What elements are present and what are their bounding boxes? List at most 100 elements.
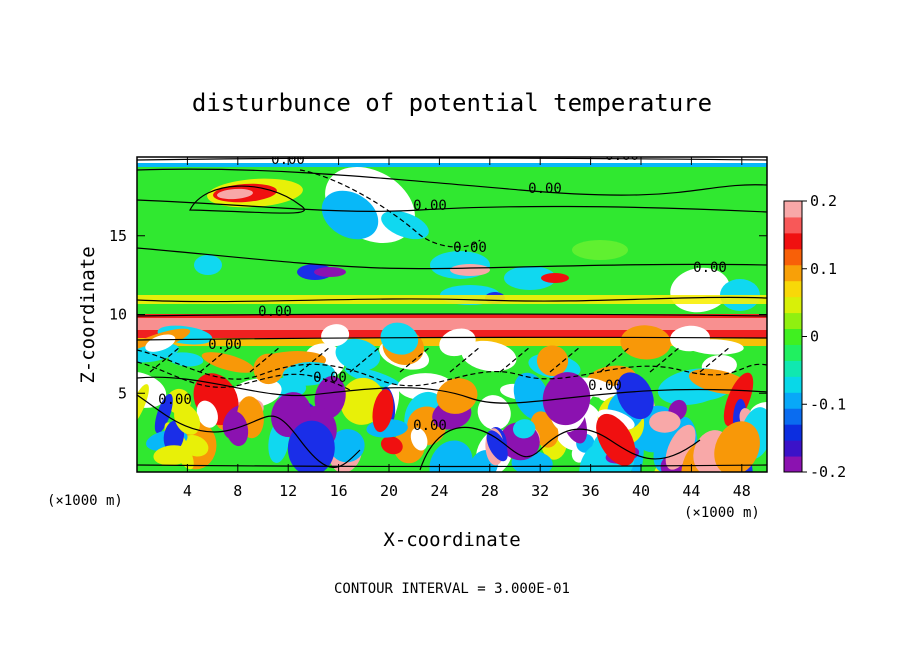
field-blob bbox=[145, 334, 176, 352]
contour-lines: 0.00 0.00 0.00 0.00 0.00 0.00 0.00 0.00 0.00 0.00… bbox=[137, 148, 767, 471]
x-tick-label: 16 bbox=[330, 482, 348, 500]
field-blob bbox=[163, 420, 185, 453]
x-unit-left: (×1000 m) bbox=[47, 493, 123, 509]
colorbar-swatch bbox=[784, 440, 802, 457]
contour-line bbox=[199, 346, 231, 373]
field-blob bbox=[486, 430, 508, 462]
colorbar-swatch bbox=[784, 328, 802, 345]
colorbar-swatch bbox=[784, 216, 802, 234]
x-tick-label: 4 bbox=[183, 482, 192, 500]
field-blob bbox=[665, 424, 696, 470]
field-blob bbox=[596, 413, 636, 466]
colorbar-swatch bbox=[784, 360, 802, 377]
colorbar-swatch bbox=[784, 280, 802, 298]
colorbar-tick-label: -0.2 bbox=[810, 463, 846, 481]
colorbar bbox=[784, 201, 802, 473]
field-blob bbox=[723, 372, 754, 427]
field-blob bbox=[153, 445, 191, 466]
y-tick-label: 10 bbox=[109, 306, 127, 324]
contour-label: 0.00 bbox=[258, 304, 292, 320]
field-blob bbox=[461, 340, 517, 372]
contour-line bbox=[189, 185, 306, 214]
x-tick-label: 40 bbox=[632, 482, 650, 500]
field-blob bbox=[410, 427, 428, 451]
colorbar-swatch bbox=[784, 344, 802, 361]
y-tick-label: 5 bbox=[118, 384, 127, 402]
colorbar-swatch bbox=[784, 424, 802, 441]
colorbar-swatch bbox=[784, 248, 802, 266]
x-unit-right: (×1000 m) bbox=[684, 505, 760, 521]
field-blob bbox=[687, 339, 744, 355]
field-blob bbox=[450, 264, 490, 276]
field-blob bbox=[513, 419, 536, 439]
x-tick-label: 48 bbox=[733, 482, 751, 500]
contour-label: 0.00 bbox=[158, 392, 192, 408]
field-layers bbox=[137, 157, 767, 472]
field-blob bbox=[196, 400, 218, 428]
field-blob bbox=[380, 436, 403, 455]
colorbar-swatch bbox=[784, 392, 802, 409]
field-blob bbox=[194, 255, 222, 275]
contour-line bbox=[137, 157, 767, 161]
x-ticks: 4 8 12 16 20 24 28 32 36 40 44 48 bbox=[183, 157, 751, 500]
colorbar-tick-label: 0.1 bbox=[810, 260, 837, 278]
contour-line bbox=[137, 168, 767, 196]
contour-line bbox=[349, 346, 381, 373]
colorbar-swatch bbox=[784, 296, 802, 314]
x-tick-label: 24 bbox=[430, 482, 448, 500]
x-tick-label: 44 bbox=[682, 482, 700, 500]
field-blob bbox=[649, 411, 681, 433]
contour-line bbox=[137, 296, 767, 303]
contour-line bbox=[137, 394, 361, 469]
x-tick-label: 36 bbox=[582, 482, 600, 500]
contour-line bbox=[137, 247, 767, 270]
contour-line bbox=[449, 346, 481, 373]
contour-line bbox=[399, 346, 431, 373]
contour-line bbox=[499, 346, 531, 373]
field-blob bbox=[201, 352, 255, 373]
y-ticks: 5 10 15 bbox=[109, 227, 767, 402]
x-tick-label: 20 bbox=[380, 482, 398, 500]
contour-line bbox=[599, 346, 631, 373]
field-blob bbox=[314, 267, 346, 277]
contour-line bbox=[299, 346, 331, 373]
field-blob bbox=[335, 338, 381, 371]
contour-label: 0.00 bbox=[413, 418, 447, 434]
contour-line bbox=[549, 346, 581, 373]
contour-label: 0.00 bbox=[528, 181, 562, 197]
field-blob bbox=[321, 324, 350, 347]
field-blob bbox=[381, 210, 429, 240]
contour-line bbox=[699, 346, 731, 373]
field-blob bbox=[504, 266, 556, 290]
field-blob bbox=[287, 420, 335, 472]
contour-line bbox=[249, 346, 281, 373]
field-blob bbox=[217, 188, 253, 200]
heatmap-field: 0.00 0.00 0.00 0.00 0.00 0.00 0.00 0.00 0.00 0.00… bbox=[137, 148, 767, 472]
field-blob bbox=[439, 328, 476, 357]
colorbar-swatch bbox=[784, 232, 802, 250]
contour-line bbox=[299, 169, 481, 248]
field-blob bbox=[321, 190, 379, 240]
contour-label: 0.00 bbox=[693, 260, 727, 276]
field-blob bbox=[436, 378, 478, 414]
colorbar-swatch bbox=[784, 456, 802, 473]
contour-line bbox=[137, 313, 767, 317]
colorbar-swatch bbox=[784, 376, 802, 393]
colorbar-ticks: 0.2 0.1 0 -0.1 -0.2 bbox=[802, 192, 846, 481]
field-blob bbox=[372, 389, 394, 433]
field-blob bbox=[174, 403, 201, 435]
y-axis-label: Z-coordinate bbox=[77, 246, 99, 383]
colorbar-swatch bbox=[784, 312, 802, 330]
field-blob bbox=[536, 345, 569, 377]
contour-label: 0.00 bbox=[413, 198, 447, 214]
colorbar-swatch bbox=[784, 201, 802, 218]
field-blob bbox=[616, 372, 654, 420]
x-axis-label: X-coordinate bbox=[383, 529, 520, 551]
x-tick-label: 8 bbox=[233, 482, 242, 500]
x-tick-label: 12 bbox=[279, 482, 297, 500]
contour-label: 0.00 bbox=[605, 148, 639, 164]
field-blob bbox=[477, 395, 511, 430]
colorbar-tick-label: 0.2 bbox=[810, 192, 837, 210]
contour-label: 0.00 bbox=[313, 370, 347, 386]
